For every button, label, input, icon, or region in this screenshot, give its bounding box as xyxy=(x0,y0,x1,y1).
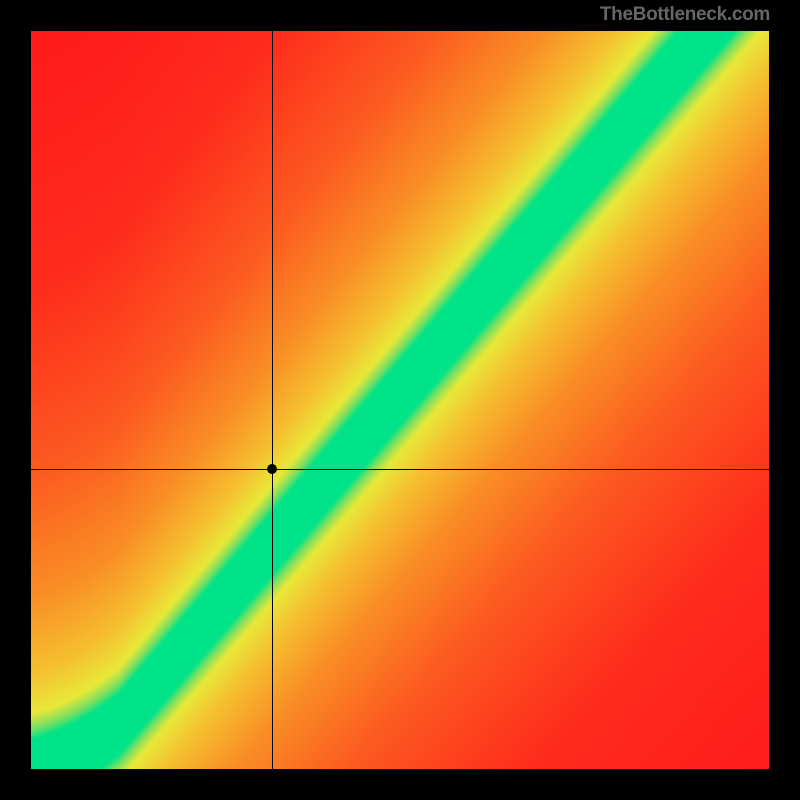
crosshair-horizontal xyxy=(31,469,769,470)
watermark: TheBottleneck.com xyxy=(600,4,770,26)
crosshair-vertical xyxy=(272,31,273,769)
heatmap-canvas xyxy=(31,31,769,769)
bottleneck-heatmap xyxy=(31,31,769,769)
crosshair-marker xyxy=(267,464,277,474)
